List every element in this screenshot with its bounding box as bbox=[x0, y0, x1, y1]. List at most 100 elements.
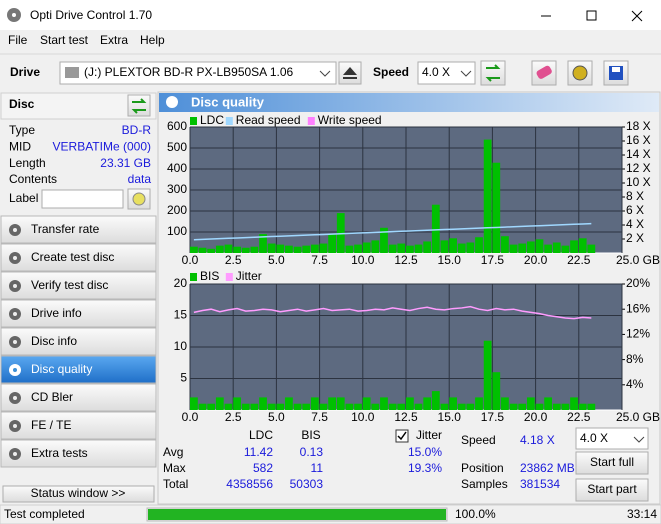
bar bbox=[207, 403, 216, 410]
start-full-button[interactable] bbox=[575, 451, 649, 475]
panel-header bbox=[159, 93, 659, 112]
test-speed-select[interactable] bbox=[575, 427, 649, 450]
drive-label: Drive bbox=[10, 65, 40, 79]
nav-label: Disc quality bbox=[31, 362, 92, 376]
menu-item[interactable]: Extra bbox=[100, 33, 128, 47]
nav-icon-hole bbox=[13, 284, 17, 288]
bar bbox=[475, 237, 483, 253]
bar bbox=[293, 246, 302, 253]
x-tick-label: 7.5 bbox=[311, 253, 328, 267]
legend-label: Jitter bbox=[236, 269, 262, 283]
bar bbox=[406, 397, 414, 410]
bar bbox=[267, 403, 276, 410]
bar bbox=[423, 241, 432, 253]
refresh-icon bbox=[485, 64, 501, 82]
bar bbox=[397, 243, 406, 253]
legend-label: Read speed bbox=[236, 113, 301, 127]
nav-icon-hole bbox=[13, 228, 17, 232]
row-label: Max bbox=[163, 461, 186, 475]
bar bbox=[561, 245, 570, 253]
refresh-button[interactable] bbox=[480, 60, 506, 86]
row-label: Total bbox=[163, 477, 188, 491]
x-tick-label: 20.0 bbox=[524, 253, 548, 267]
legend-swatch bbox=[225, 273, 233, 281]
nav-button[interactable] bbox=[0, 439, 157, 468]
x-tick-label: 0.0 bbox=[182, 253, 199, 267]
menu-item[interactable]: Start test bbox=[40, 33, 89, 47]
disc-field-value: data bbox=[128, 172, 152, 186]
nav-label: Drive info bbox=[31, 306, 82, 320]
y2-tick-label: 16% bbox=[626, 301, 650, 315]
info-value: 4.18 X bbox=[520, 433, 555, 447]
dropdown-arrow bbox=[460, 70, 472, 77]
disc-field-value: VERBATIMe (000) bbox=[53, 139, 151, 153]
bar bbox=[250, 403, 259, 410]
stat-value: 11.42 bbox=[244, 445, 273, 459]
status-window-button[interactable] bbox=[2, 485, 155, 503]
bar bbox=[406, 245, 414, 253]
speed-select[interactable] bbox=[417, 61, 476, 85]
erase-icon bbox=[536, 65, 552, 79]
bar bbox=[250, 246, 259, 253]
x-tick-label: 15.0 bbox=[438, 410, 462, 424]
bar bbox=[362, 397, 371, 410]
bar bbox=[241, 403, 250, 410]
erase-button[interactable] bbox=[531, 60, 557, 86]
x-tick-label: 25.0 GB bbox=[616, 410, 660, 424]
jitter-checkbox[interactable] bbox=[395, 429, 409, 443]
nav-icon-hole bbox=[13, 256, 17, 260]
eject-icon bbox=[343, 67, 357, 79]
label-input[interactable] bbox=[41, 189, 124, 209]
bar bbox=[552, 403, 561, 410]
nav-label: Create test disc bbox=[31, 250, 114, 264]
nav-button[interactable] bbox=[0, 327, 157, 356]
drive-select[interactable] bbox=[59, 61, 337, 85]
nav-button[interactable] bbox=[0, 411, 157, 440]
bar bbox=[380, 397, 388, 410]
y2-tick-label: 12 X bbox=[626, 161, 651, 175]
stat-value: 15.0% bbox=[408, 445, 442, 459]
bar bbox=[414, 244, 423, 253]
y-tick-label: 500 bbox=[167, 140, 187, 154]
nav-button[interactable] bbox=[0, 215, 157, 244]
nav-button[interactable] bbox=[0, 383, 157, 412]
nav-button[interactable] bbox=[0, 299, 157, 328]
bar bbox=[328, 397, 337, 410]
close-button[interactable] bbox=[631, 10, 643, 22]
bar bbox=[431, 391, 440, 410]
elapsed-time: 33:14 bbox=[627, 507, 657, 521]
bar bbox=[354, 244, 362, 253]
charts: 100 200 300 400 500 600 2 X4 X6 X8 X10 X12 X14… bbox=[167, 113, 660, 424]
title-bar bbox=[0, 0, 661, 30]
nav-icon-hole bbox=[13, 340, 17, 344]
x-tick-label: 5.0 bbox=[268, 253, 285, 267]
bar bbox=[388, 244, 397, 253]
y-tick-label: 15 bbox=[174, 308, 188, 322]
nav-icon-hole bbox=[13, 312, 17, 316]
info-label: Samples bbox=[461, 477, 508, 491]
y2-tick-label: 20% bbox=[626, 276, 650, 290]
bar bbox=[259, 397, 267, 410]
disc-refresh-button[interactable] bbox=[127, 94, 151, 117]
info-label: Speed bbox=[461, 433, 496, 447]
bar bbox=[544, 397, 553, 410]
info-value: 23862 MB bbox=[520, 461, 575, 475]
start-part-label: Start part bbox=[587, 482, 637, 496]
disc-info: Type BD-R MID VERBATIMe (000) Length 23.31 GB… bbox=[9, 123, 151, 186]
disc-field-label: Length bbox=[9, 156, 46, 170]
start-part-button[interactable] bbox=[575, 478, 649, 502]
maximize-button[interactable] bbox=[586, 10, 597, 21]
nav-button[interactable] bbox=[0, 355, 157, 384]
nav-button[interactable] bbox=[0, 271, 157, 300]
stat-value: 50303 bbox=[290, 477, 324, 491]
nav-button[interactable] bbox=[0, 243, 157, 272]
bar bbox=[492, 372, 501, 410]
speed-info: Speed 4.18 X Position 23862 MB Samples 381534 bbox=[461, 433, 575, 491]
bar bbox=[319, 403, 328, 410]
bar bbox=[336, 397, 345, 410]
menu-item[interactable]: Help bbox=[140, 33, 165, 47]
bar bbox=[561, 403, 570, 410]
menu-item[interactable]: File bbox=[8, 33, 28, 47]
bar bbox=[449, 238, 457, 253]
bar bbox=[587, 403, 596, 410]
